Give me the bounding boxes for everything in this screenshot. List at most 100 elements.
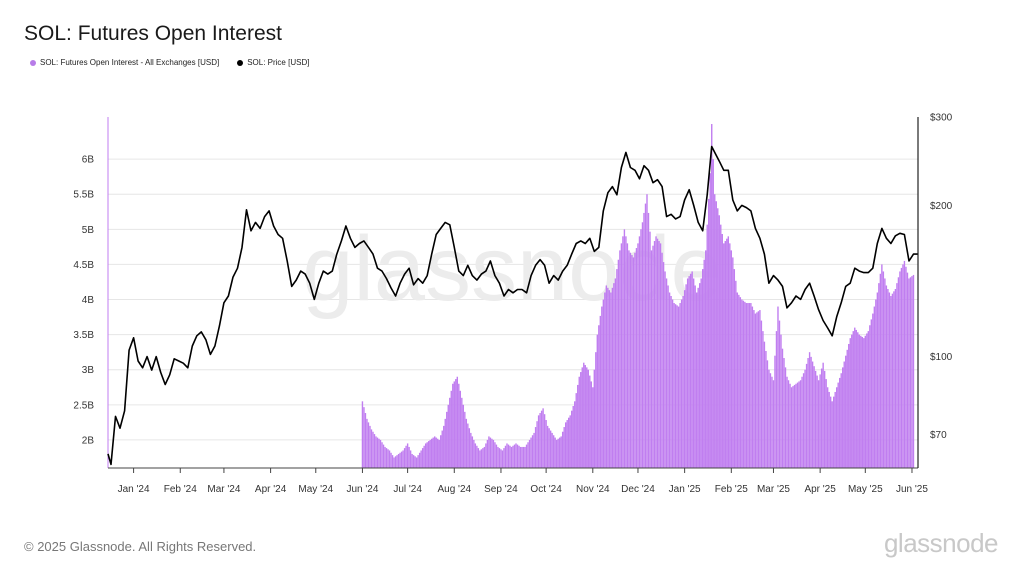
open-interest-bar: [744, 301, 746, 468]
open-interest-bar: [403, 448, 406, 468]
open-interest-bar: [662, 262, 665, 468]
legend-item-price[interactable]: SOL: Price [USD]: [237, 58, 309, 67]
open-interest-bar: [677, 306, 680, 468]
open-interest-bar: [870, 319, 873, 468]
open-interest-bar: [718, 215, 720, 468]
open-interest-bar: [851, 334, 853, 468]
x-tick-label: Sep '24: [484, 484, 518, 495]
open-interest-bar: [738, 294, 740, 468]
open-interest-bar: [384, 446, 386, 468]
open-interest-bar: [674, 304, 677, 468]
open-interest-bar: [465, 418, 468, 468]
open-interest-bar: [652, 245, 654, 468]
open-interest-bar: [379, 439, 382, 468]
x-tick-label: Mar '25: [757, 484, 790, 495]
open-interest-bar: [747, 303, 749, 468]
open-interest-bar: [698, 283, 701, 468]
open-interest-bar: [723, 243, 725, 468]
left-tick-label: 5B: [82, 225, 95, 236]
legend-label-price: SOL: Price [USD]: [247, 58, 310, 67]
open-interest-bar: [854, 327, 856, 468]
open-interest-bar: [739, 297, 742, 468]
open-interest-bar: [429, 439, 431, 468]
open-interest-bar: [491, 438, 493, 468]
x-tick-label: Jan '24: [118, 484, 150, 495]
left-tick-label: 6B: [82, 155, 95, 166]
x-tick-label: Nov '24: [576, 484, 610, 495]
legend-item-open-interest[interactable]: SOL: Futures Open Interest - All Exchang…: [30, 58, 219, 67]
open-interest-bar: [646, 194, 648, 468]
open-interest-bar: [506, 443, 508, 468]
open-interest-bar: [631, 255, 633, 468]
open-interest-bar: [705, 250, 707, 468]
open-interest-bar: [468, 428, 471, 468]
open-interest-bar: [667, 285, 669, 468]
open-interest-bar: [604, 292, 606, 468]
open-interest-bar: [611, 287, 614, 468]
open-interest-bar: [571, 410, 573, 468]
open-interest-bar: [364, 413, 367, 468]
open-interest-bar: [673, 303, 675, 468]
open-interest-bar: [367, 422, 370, 468]
open-interest-bar: [807, 358, 809, 468]
open-interest-bar: [516, 444, 519, 468]
open-interest-bar: [530, 437, 532, 468]
open-interest-bar: [692, 278, 695, 468]
open-interest-bar: [393, 457, 395, 468]
open-interest-bar: [831, 401, 833, 468]
open-interest-bar: [563, 427, 565, 468]
open-interest-bar: [864, 335, 867, 468]
open-interest-bar: [545, 420, 547, 468]
x-tick-label: Feb '24: [164, 484, 197, 495]
open-interest-bar: [376, 437, 379, 468]
open-interest-bar: [602, 299, 605, 468]
open-interest-bar: [564, 422, 567, 468]
x-axis-ticks: Jan '24 Feb '24 Mar '24 Apr '24 May '24 Jun '…: [118, 468, 928, 495]
open-interest-bar: [784, 367, 787, 468]
open-interest-bar: [524, 446, 526, 468]
open-interest-bar: [894, 288, 897, 468]
open-interest-bar: [548, 428, 550, 468]
open-interest-bar: [388, 450, 391, 468]
open-interest-bar: [363, 407, 365, 468]
open-interest-bar: [375, 436, 377, 468]
open-interest-bars: [107, 117, 915, 469]
open-interest-bar: [742, 300, 745, 468]
open-interest-bar: [628, 250, 630, 468]
open-interest-bar: [590, 381, 592, 468]
open-interest-bar: [473, 439, 475, 468]
open-interest-bar: [492, 439, 495, 468]
open-interest-bar: [702, 269, 704, 468]
open-interest-bar: [885, 285, 888, 468]
open-interest-bar: [525, 444, 528, 468]
open-interest-bar: [598, 325, 600, 468]
open-interest-bar: [610, 292, 612, 468]
left-tick-label: 3B: [82, 365, 95, 376]
open-interest-bar: [539, 413, 541, 468]
open-interest-bar: [638, 236, 641, 468]
open-interest-bar: [845, 355, 847, 468]
open-interest-bar: [522, 446, 525, 468]
open-interest-bar: [664, 271, 666, 468]
open-interest-bar: [866, 333, 868, 468]
open-interest-bar: [786, 376, 788, 468]
open-interest-bar: [415, 457, 418, 468]
open-interest-bar: [405, 445, 407, 468]
open-interest-bar: [566, 420, 568, 468]
open-interest-bar: [586, 367, 588, 468]
open-interest-bar: [903, 260, 906, 468]
open-interest-bar: [495, 444, 498, 468]
open-interest-bar: [435, 437, 437, 468]
open-interest-bar: [441, 430, 443, 468]
open-interest-bar: [730, 250, 733, 468]
open-interest-bar: [479, 450, 481, 468]
open-interest-bar: [769, 373, 772, 468]
open-interest-bar: [498, 448, 501, 468]
open-interest-bar: [772, 380, 775, 468]
open-interest-bar: [793, 384, 796, 468]
open-interest-bar: [759, 310, 761, 468]
open-interest-bar: [617, 259, 620, 468]
right-tick-label: $100: [930, 352, 953, 363]
open-interest-bar: [634, 252, 636, 468]
open-interest-bar: [381, 442, 383, 468]
